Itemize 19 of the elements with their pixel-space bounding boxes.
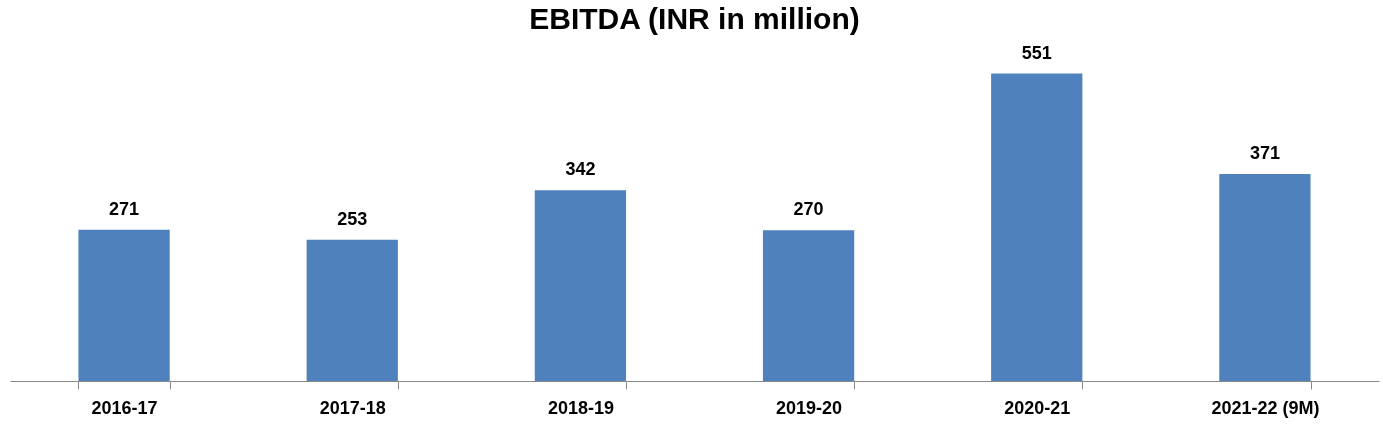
- bar: [78, 229, 170, 381]
- bar: [534, 190, 627, 381]
- data-label: 371: [1249, 143, 1280, 164]
- bar: [991, 73, 1083, 381]
- bar: [306, 239, 398, 381]
- x-tick-label: 2020-21: [1004, 397, 1071, 418]
- chart-title: EBITDA (INR in million): [529, 1, 860, 35]
- x-tick-label: 2018-19: [547, 397, 614, 418]
- data-label: 342: [565, 159, 596, 180]
- x-tick-label: 2021-22 (9M): [1211, 397, 1320, 418]
- data-label: 253: [337, 208, 368, 229]
- x-tick-label: 2019-20: [776, 397, 843, 418]
- bar: [762, 230, 855, 381]
- data-label: 271: [109, 198, 140, 219]
- data-label: 270: [793, 199, 824, 220]
- data-label: 551: [1021, 42, 1052, 63]
- x-tick-label: 2017-18: [319, 397, 386, 418]
- x-tick-label: 2016-17: [91, 397, 158, 418]
- bar: [1219, 174, 1311, 381]
